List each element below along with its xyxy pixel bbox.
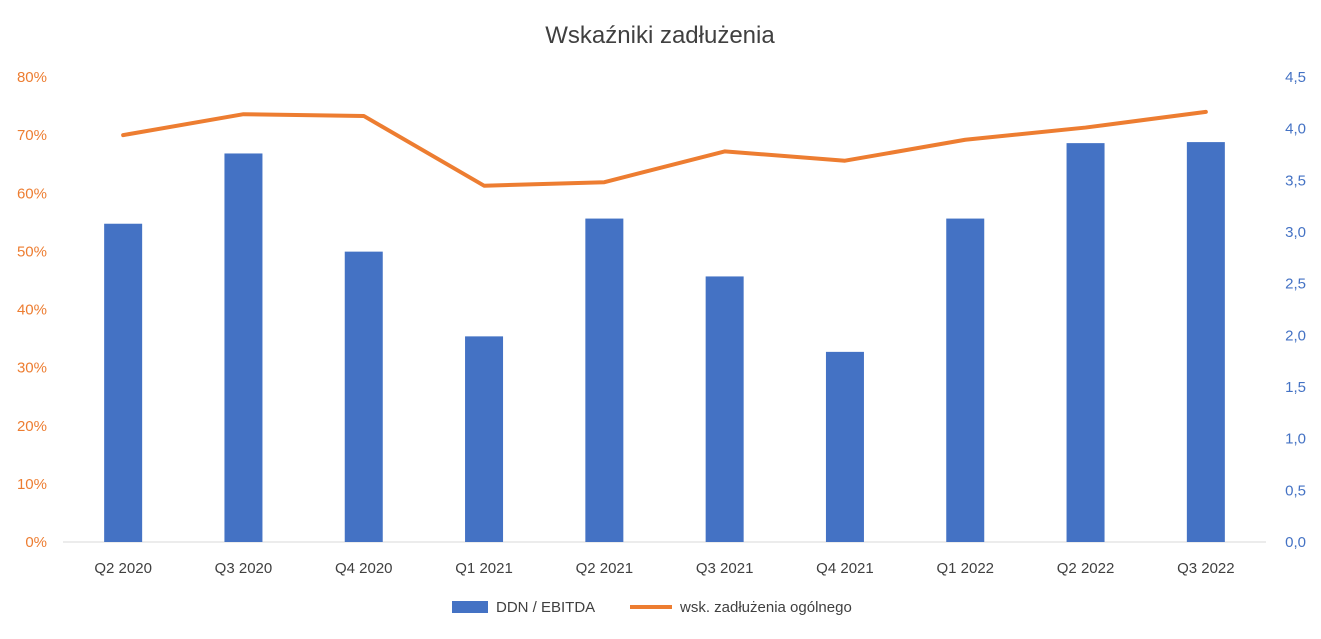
x-tick-label: Q3 2022 <box>1177 560 1235 577</box>
x-tick-label: Q2 2021 <box>576 560 634 577</box>
bar <box>1066 143 1105 542</box>
right-axis: 0,0 0,5 1,0 1,5 2,0 2,5 3,0 3,5 4,0 4,5 <box>1285 69 1306 551</box>
bar <box>946 218 985 543</box>
left-axis: 0% 10% 20% 30% 40% 50% 60% 70% 80% <box>17 69 47 551</box>
right-tick-label: 1,0 <box>1285 431 1306 448</box>
right-tick-label: 2,0 <box>1285 327 1306 344</box>
bar <box>224 153 263 542</box>
right-tick-label: 0,0 <box>1285 534 1306 551</box>
x-tick-label: Q1 2021 <box>455 560 513 577</box>
left-tick-label: 70% <box>17 127 47 144</box>
legend: DDN / EBITDA wsk. zadłużenia ogólnego <box>452 599 852 616</box>
right-tick-label: 1,5 <box>1285 379 1306 396</box>
x-tick-label: Q2 2020 <box>94 560 152 577</box>
left-tick-label: 80% <box>17 69 47 86</box>
right-tick-label: 2,5 <box>1285 276 1306 293</box>
left-tick-label: 60% <box>17 185 47 202</box>
legend-label-bar: DDN / EBITDA <box>496 599 595 616</box>
bar <box>1186 142 1225 542</box>
left-tick-label: 10% <box>17 476 47 493</box>
left-tick-label: 20% <box>17 418 47 435</box>
bar <box>825 351 864 542</box>
x-tick-label: Q4 2020 <box>335 560 393 577</box>
chart-title: Wskaźniki zadłużenia <box>545 22 775 49</box>
x-tick-label: Q4 2021 <box>816 560 874 577</box>
bar <box>465 336 504 542</box>
legend-label-line: wsk. zadłużenia ogólnego <box>679 599 852 616</box>
bar-series <box>104 142 1225 543</box>
line-series <box>121 109 1208 188</box>
line-path <box>121 109 1208 188</box>
left-tick-label: 50% <box>17 243 47 260</box>
left-tick-label: 30% <box>17 360 47 377</box>
x-tick-label: Q3 2020 <box>215 560 273 577</box>
x-axis: Q2 2020 Q3 2020 Q4 2020 Q1 2021 Q2 2021 Q3 20… <box>94 560 1234 577</box>
x-tick-label: Q1 2022 <box>936 560 994 577</box>
bar <box>585 218 624 543</box>
bar <box>344 251 383 542</box>
x-tick-label: Q3 2021 <box>696 560 754 577</box>
right-tick-label: 4,5 <box>1285 69 1306 86</box>
legend-swatch-bar <box>452 601 488 613</box>
right-tick-label: 0,5 <box>1285 482 1306 499</box>
right-tick-label: 4,0 <box>1285 121 1306 138</box>
bar <box>104 223 143 542</box>
x-tick-label: Q2 2022 <box>1057 560 1115 577</box>
bar <box>705 276 744 542</box>
left-tick-label: 40% <box>17 302 47 319</box>
left-tick-label: 0% <box>25 534 47 551</box>
right-tick-label: 3,0 <box>1285 224 1306 241</box>
right-tick-label: 3,5 <box>1285 172 1306 189</box>
